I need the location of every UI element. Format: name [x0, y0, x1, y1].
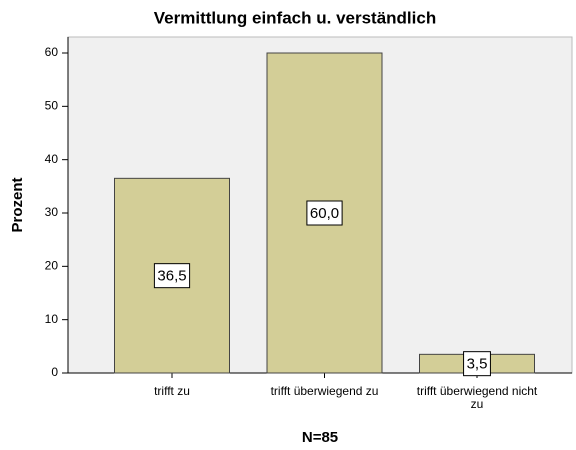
- value-label-box: [463, 351, 491, 377]
- chart-title: Vermittlung einfach u. verständlich: [154, 8, 436, 27]
- y-tick-label: 50: [45, 99, 59, 113]
- value-label-box: [306, 200, 343, 226]
- x-tick-label: trifft überwiegend zu: [270, 384, 379, 398]
- y-tick-label: 20: [45, 259, 59, 273]
- y-tick-label: 40: [45, 152, 59, 166]
- x-tick-label: trifft zu: [154, 384, 190, 398]
- value-label: 3,5: [467, 356, 488, 373]
- value-label: 60,0: [310, 205, 339, 222]
- y-tick-label: 30: [45, 205, 59, 219]
- value-label-box: [153, 263, 191, 289]
- y-tick-label: 10: [45, 312, 59, 326]
- value-label: 36,5: [157, 268, 186, 285]
- y-axis-label: Prozent: [9, 177, 26, 232]
- x-tick-label: trifft überwiegend nicht zu: [416, 384, 538, 411]
- y-tick-label: 60: [45, 45, 59, 59]
- y-tick-label: 0: [51, 365, 58, 379]
- x-axis-label: N=85: [302, 429, 338, 446]
